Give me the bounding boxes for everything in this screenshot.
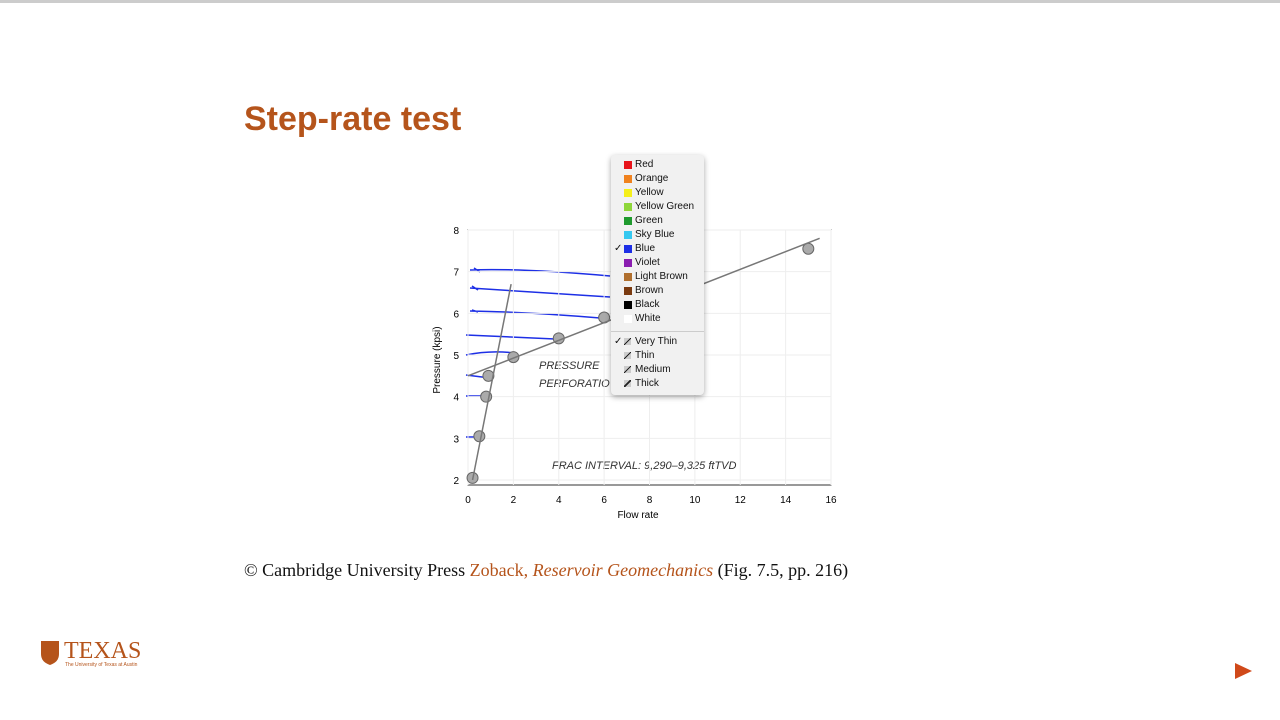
color-swatch [624, 189, 632, 197]
color-swatch [624, 231, 632, 239]
annotation: PRESSURE [539, 360, 600, 372]
menu-item[interactable]: Sky Blue [611, 228, 704, 242]
menu-label: Very Thin [635, 336, 678, 347]
x-axis-label: Flow rate [617, 510, 659, 521]
menu-label: Thin [635, 350, 655, 361]
menu-label: Black [635, 299, 660, 310]
menu-label: Red [635, 159, 654, 170]
y-tick-label: 2 [453, 476, 459, 487]
color-swatch [624, 175, 632, 183]
color-swatch [624, 315, 632, 323]
menu-item[interactable]: Black [611, 298, 704, 312]
menu-label: Medium [635, 364, 671, 375]
check-mark: ✓ [614, 336, 623, 347]
logo-subtitle: The University of Texas at Austin [65, 662, 138, 668]
menu-item[interactable]: Medium [611, 363, 704, 377]
x-tick-label: 2 [511, 495, 517, 506]
y-tick-label: 7 [453, 268, 459, 279]
next-arrow[interactable] [1235, 663, 1252, 679]
caption: © Cambridge University Press Zoback, Res… [244, 560, 848, 581]
menu-item[interactable]: Orange [611, 172, 704, 186]
menu-label: Blue [635, 243, 656, 254]
width-icon [624, 366, 631, 373]
menu-item[interactable]: White [611, 312, 704, 326]
menu-item[interactable]: ✓ Blue [611, 242, 704, 256]
menu-item[interactable]: Yellow [611, 186, 704, 200]
fit-line [471, 284, 512, 481]
menu-label: Orange [635, 173, 669, 184]
color-swatch [624, 161, 632, 169]
y-axis-label: Pressure (kpsi) [432, 326, 443, 393]
color-swatch [624, 287, 632, 295]
menu-label: White [635, 313, 661, 324]
y-tick-label: 4 [453, 393, 459, 404]
x-tick-label: 0 [465, 495, 471, 506]
y-tick-label: 3 [453, 434, 459, 445]
y-tick-label: 8 [453, 226, 459, 237]
annotation: PERFORATIO [539, 378, 610, 390]
context-menu: Red Orange Yellow Yellow Green Green Sky Blue… [611, 155, 704, 395]
y-tick-label: 5 [453, 351, 459, 362]
check-mark: ✓ [614, 243, 623, 254]
x-tick-label: 4 [556, 495, 562, 506]
menu-label: Green [635, 215, 663, 226]
width-icon [624, 338, 631, 345]
top-bar [0, 0, 1280, 3]
caption-text: (Fig. 7.5, pp. 216) [717, 560, 849, 580]
logo-name: TEXAS [64, 638, 142, 664]
x-tick-label: 16 [825, 495, 837, 506]
color-swatch [624, 273, 632, 281]
data-point [473, 430, 486, 443]
x-tick-label: 12 [735, 495, 747, 506]
logo-shield [41, 641, 59, 665]
menu-item[interactable]: Violet [611, 256, 704, 270]
menu-item[interactable]: Thin [611, 349, 704, 363]
menu-item[interactable]: Thick [611, 377, 704, 391]
x-tick-label: 8 [647, 495, 653, 506]
menu-item[interactable]: ✓ Very Thin [611, 335, 704, 349]
menu-label: Yellow [635, 187, 664, 198]
annotation: FRAC INTERVAL: 9,290–9,325 ftTVD [552, 460, 736, 472]
color-swatch [624, 217, 632, 225]
slide-title: Step-rate test [244, 100, 462, 138]
menu-label: Sky Blue [635, 229, 675, 240]
caption-text: © Cambridge University Press [244, 560, 466, 580]
menu-label: Violet [635, 257, 660, 268]
x-tick-label: 14 [780, 495, 792, 506]
width-icon [624, 380, 631, 387]
menu-item[interactable]: Brown [611, 284, 704, 298]
menu-label: Brown [635, 285, 664, 296]
caption-author[interactable]: Zoback, [469, 560, 529, 580]
width-icon [624, 352, 631, 359]
menu-label: Light Brown [635, 271, 688, 282]
menu-item[interactable]: Light Brown [611, 270, 704, 284]
menu-label: Thick [635, 378, 659, 389]
menu-item[interactable]: Red [611, 158, 704, 172]
caption-book[interactable]: Reservoir Geomechanics [532, 560, 714, 580]
menu-item[interactable]: Yellow Green [611, 200, 704, 214]
data-point [482, 369, 495, 382]
menu-label: Yellow Green [635, 201, 695, 212]
x-tick-label: 10 [689, 495, 701, 506]
color-swatch [624, 203, 632, 211]
color-swatch [624, 301, 632, 309]
color-swatch [624, 245, 632, 253]
separator [611, 331, 704, 332]
color-swatch [624, 259, 632, 267]
menu-item[interactable]: Green [611, 214, 704, 228]
y-tick-label: 6 [453, 309, 459, 320]
x-tick-label: 6 [601, 495, 607, 506]
